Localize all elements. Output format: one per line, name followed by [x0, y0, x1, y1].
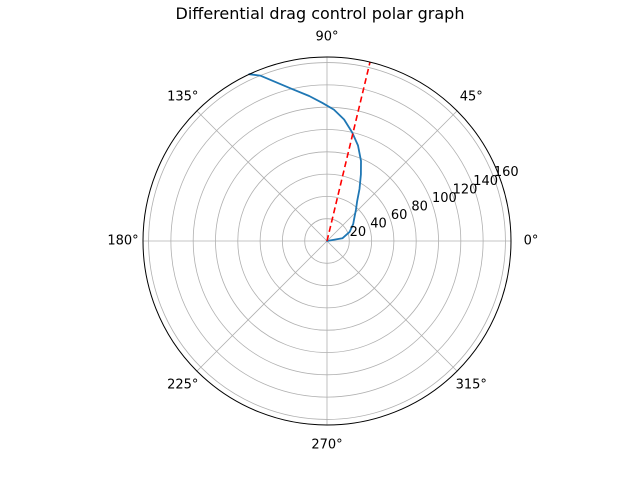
r-tick-label-100: 100 [432, 191, 457, 206]
theta-tick-label-180: 180° [107, 234, 138, 249]
polar-grid [143, 57, 511, 425]
theta-tick-label-45: 45° [460, 89, 483, 104]
r-tick-label-160: 160 [494, 165, 519, 180]
theta-tick-label-0: 0° [524, 234, 539, 249]
series-line-0 [248, 73, 362, 242]
theta-gridline-45 [326, 110, 458, 242]
theta-gridline-315 [326, 240, 458, 372]
r-tick-label-20: 20 [350, 225, 367, 240]
theta-tick-label-270: 270° [311, 438, 342, 453]
chart-title: Differential drag control polar graph [175, 4, 465, 23]
r-tick-label-80: 80 [411, 199, 428, 214]
r-tick-label-40: 40 [370, 216, 387, 231]
theta-gridline-135 [196, 110, 328, 242]
series-layer [248, 61, 371, 242]
r-tick-label-140: 140 [473, 174, 498, 189]
polar-frame [142, 56, 512, 426]
r-tick-label-120: 120 [453, 182, 478, 197]
theta-tick-label-90: 90° [315, 30, 338, 45]
theta-tick-label-315: 315° [456, 378, 487, 393]
series-line-1 [326, 61, 371, 242]
r-tick-label-60: 60 [391, 208, 408, 223]
theta-tick-label-225: 225° [167, 378, 198, 393]
theta-gridline-225 [196, 240, 328, 372]
tick-labels: 0°45°90°135°180°225°270°315°204060801001… [107, 30, 538, 453]
theta-tick-label-135: 135° [167, 89, 198, 104]
